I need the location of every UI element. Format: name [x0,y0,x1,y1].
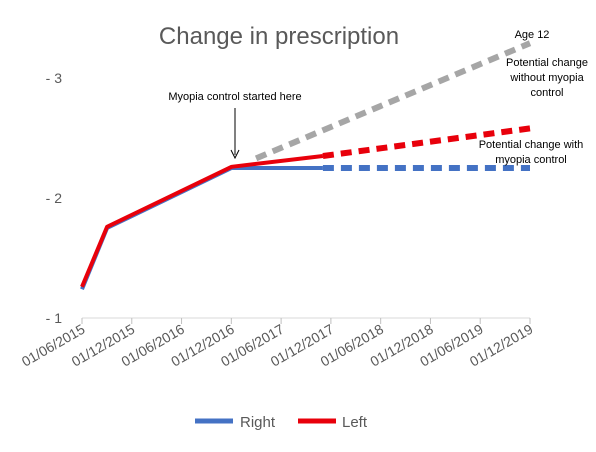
legend-label-right: Right [240,414,276,431]
legend: Right Left [195,414,368,431]
legend-label-left: Left [342,414,368,431]
myopia-control-annotation: Myopia control started here [168,91,302,160]
with-control-label-line1: Potential change with [479,139,584,151]
myopia-control-label: Myopia control started here [168,91,301,103]
series-line-left [80,154,324,288]
age-label: Age 12 [515,29,550,41]
y-tick-label: - 3 [46,70,63,86]
with-control-label-line2: myopia control [495,154,567,166]
chart-title: Change in prescription [159,23,399,50]
projection-layer [254,40,532,171]
axis-layer: 01/06/201501/12/201501/06/201601/12/2016… [19,70,536,370]
without-control-label-line3: control [530,87,563,99]
series-line-right [80,166,323,290]
y-tick-label: - 2 [46,190,63,206]
without-control-label-line1: Potential change [506,57,588,69]
annotation-arrow-head [230,149,240,160]
projection-line [254,40,532,162]
series-layer [80,154,324,290]
without-control-label-line2: without myopia [509,72,584,84]
y-tick-label: - 1 [46,310,63,326]
